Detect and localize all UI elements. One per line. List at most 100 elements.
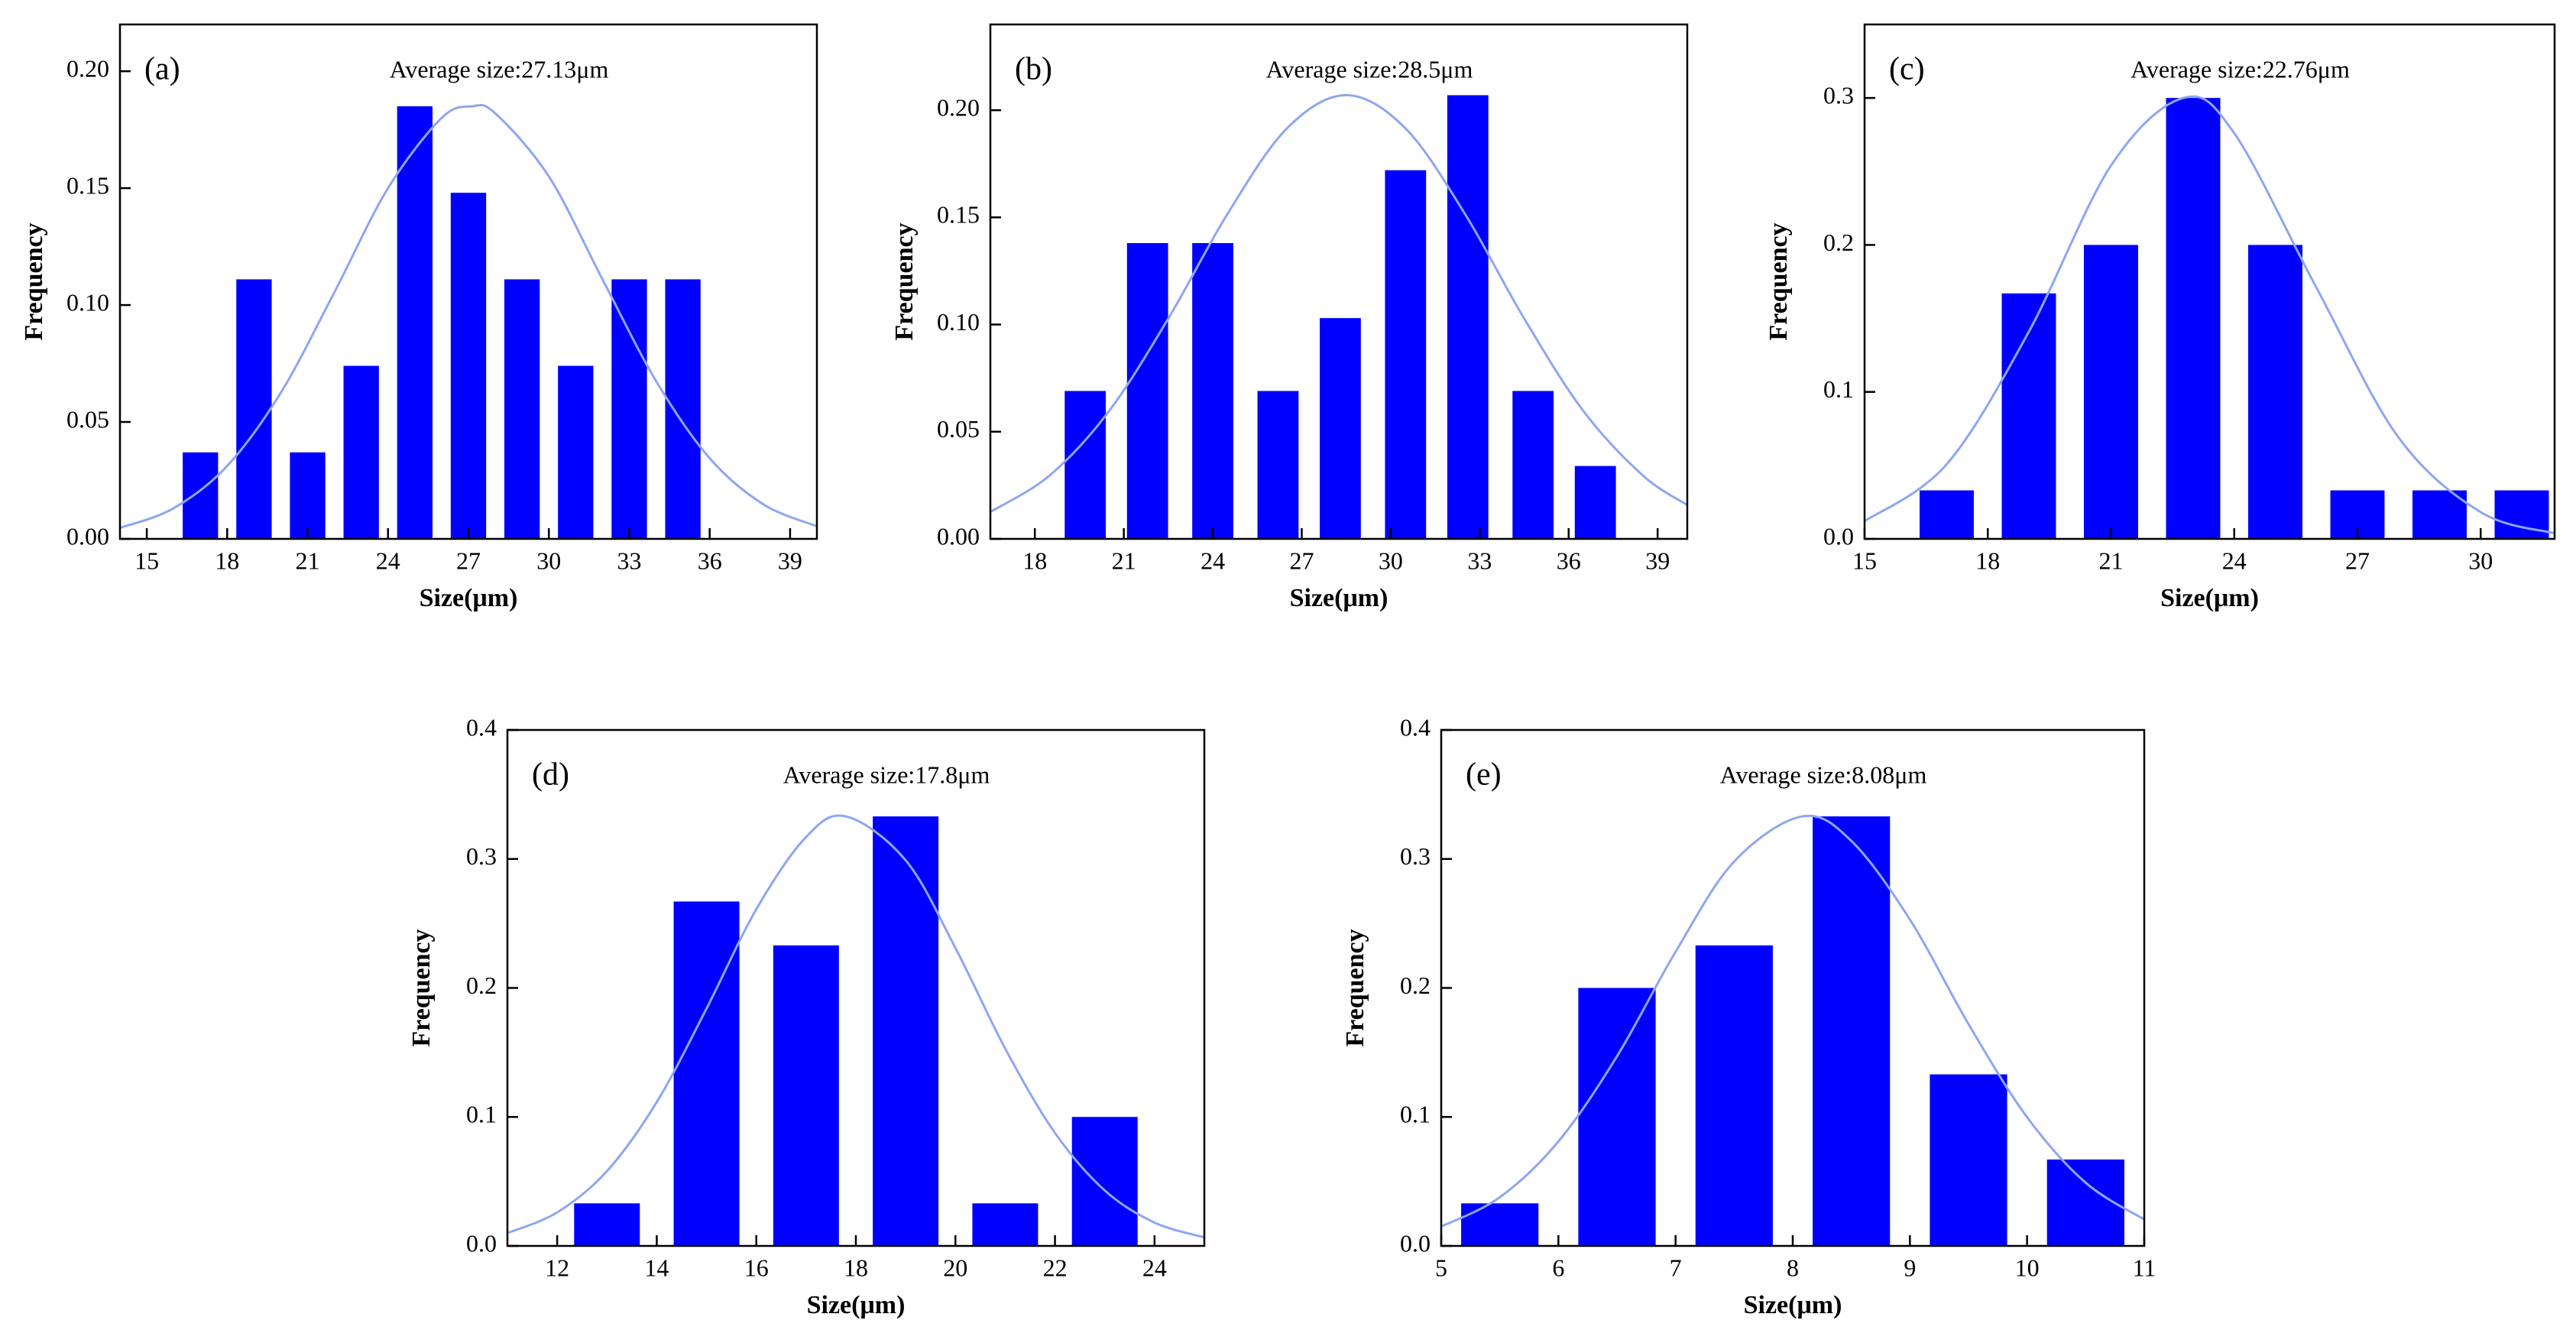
bar	[611, 279, 647, 539]
y-axis-label: Frequency	[407, 929, 436, 1046]
bar	[2248, 245, 2302, 539]
panel-label: (e)	[1466, 757, 1502, 793]
y-tick-label: 0.05	[66, 405, 109, 433]
chart-title: Average size:22.76μm	[2130, 55, 2350, 83]
x-tick-label: 24	[376, 547, 400, 574]
y-tick-label: 0.20	[66, 55, 109, 83]
x-tick-label: 33	[617, 547, 641, 574]
y-tick-label: 0.15	[66, 171, 109, 199]
x-tick-label: 18	[844, 1254, 868, 1281]
bar	[1192, 243, 1233, 539]
plot-frame	[1440, 728, 2146, 1247]
y-tick-label: 0.0	[466, 1229, 497, 1257]
y-tick-label: 0.15	[937, 201, 980, 229]
x-tick-label: 24	[1142, 1254, 1167, 1281]
y-tick-label: 0.0	[1400, 1229, 1431, 1257]
x-tick-label: 21	[296, 547, 320, 574]
bar	[397, 106, 433, 539]
y-tick-label: 0.10	[66, 288, 109, 316]
bar	[1461, 1203, 1539, 1246]
bar	[1813, 816, 1891, 1246]
panel-label: (a)	[144, 52, 180, 87]
x-tick-label: 6	[1552, 1254, 1564, 1281]
y-tick-label: 0.20	[937, 94, 980, 122]
panel-label: (c)	[1889, 52, 1925, 87]
chart-title: Average size:28.5μm	[1266, 55, 1473, 83]
bar	[1578, 988, 1656, 1246]
x-tick-label: 9	[1904, 1254, 1916, 1281]
y-tick-label: 0.10	[937, 308, 980, 336]
x-tick-label: 33	[1467, 547, 1492, 574]
bar	[2001, 293, 2056, 539]
bar	[1447, 95, 1489, 540]
bar	[1385, 170, 1427, 539]
panel: 0.0 0.1 0.2 0.3 0.4 5 6 7 8 9 10 11 Size(μm) Frequenc…	[1341, 713, 2156, 1319]
chart-title: Average size:27.13μm	[390, 55, 609, 83]
x-tick-label: 27	[1289, 547, 1314, 574]
x-tick-label: 27	[456, 547, 481, 574]
bar	[2166, 98, 2221, 540]
x-tick-label: 30	[536, 547, 561, 574]
bar	[1695, 945, 1773, 1246]
bar	[450, 193, 487, 539]
x-tick-label: 5	[1435, 1254, 1447, 1281]
x-tick-label: 27	[2345, 547, 2370, 574]
bar	[504, 279, 540, 539]
y-tick-label: 0.3	[1400, 842, 1431, 870]
bar	[183, 452, 219, 539]
bar	[343, 365, 379, 539]
bar	[1512, 391, 1554, 539]
panel-label: (d)	[532, 757, 569, 793]
y-tick-label: 0.4	[1400, 713, 1431, 741]
y-axis-label: Frequency	[20, 222, 48, 340]
bar	[1257, 391, 1299, 539]
panel: 0.00 0.05 0.10 0.15 0.20 18 21 24 27 30 33 36 39 Size…	[890, 23, 1689, 612]
y-tick-label: 0.00	[937, 522, 980, 550]
y-axis-label: Frequency	[1341, 929, 1369, 1046]
y-tick-label: 0.1	[1400, 1101, 1431, 1128]
x-tick-label: 20	[943, 1254, 967, 1281]
bar	[1064, 391, 1107, 539]
bar	[2412, 490, 2467, 539]
x-tick-label: 11	[2133, 1254, 2156, 1281]
x-tick-label: 21	[1112, 547, 1136, 574]
y-tick-label: 0.0	[1823, 522, 1854, 550]
x-tick-label: 24	[2222, 547, 2247, 574]
bar	[1930, 1074, 2007, 1246]
x-tick-label: 22	[1043, 1254, 1068, 1281]
x-tick-label: 18	[1022, 547, 1047, 574]
panel: 0.00 0.05 0.10 0.15 0.20 15 18 21 24 27 30 33 36 39 Si…	[20, 23, 818, 612]
y-axis-label: Frequency	[1764, 222, 1793, 340]
x-tick-label: 8	[1787, 1254, 1799, 1281]
chart-title: Average size:17.8μm	[783, 761, 990, 788]
panel-label: (b)	[1015, 52, 1052, 87]
bar	[290, 452, 326, 539]
bar	[1126, 243, 1168, 539]
bar	[673, 901, 740, 1246]
bar	[1920, 490, 1974, 539]
x-tick-label: 16	[744, 1254, 769, 1281]
y-axis-label: Frequency	[890, 222, 919, 340]
x-tick-label: 10	[2015, 1254, 2040, 1281]
bar	[1320, 318, 1361, 539]
bar	[1574, 466, 1616, 539]
x-tick-label: 18	[1975, 547, 2000, 574]
y-tick-label: 0.2	[466, 972, 497, 999]
x-axis-label: Size(μm)	[420, 584, 518, 612]
y-tick-label: 0.3	[1823, 81, 1854, 109]
plot-frame	[989, 23, 1689, 540]
fit-curve	[119, 103, 818, 530]
y-tick-label: 0.1	[466, 1101, 497, 1128]
x-tick-label: 21	[2099, 547, 2124, 574]
fit-curve	[1864, 95, 2555, 535]
x-tick-label: 39	[778, 547, 802, 574]
x-tick-label: 15	[134, 547, 159, 574]
bar	[773, 945, 839, 1246]
fit-curve	[1440, 814, 2145, 1228]
bar	[558, 365, 594, 539]
y-tick-label: 0.3	[466, 842, 497, 870]
fit-curve	[507, 814, 1205, 1239]
bar	[236, 279, 272, 539]
